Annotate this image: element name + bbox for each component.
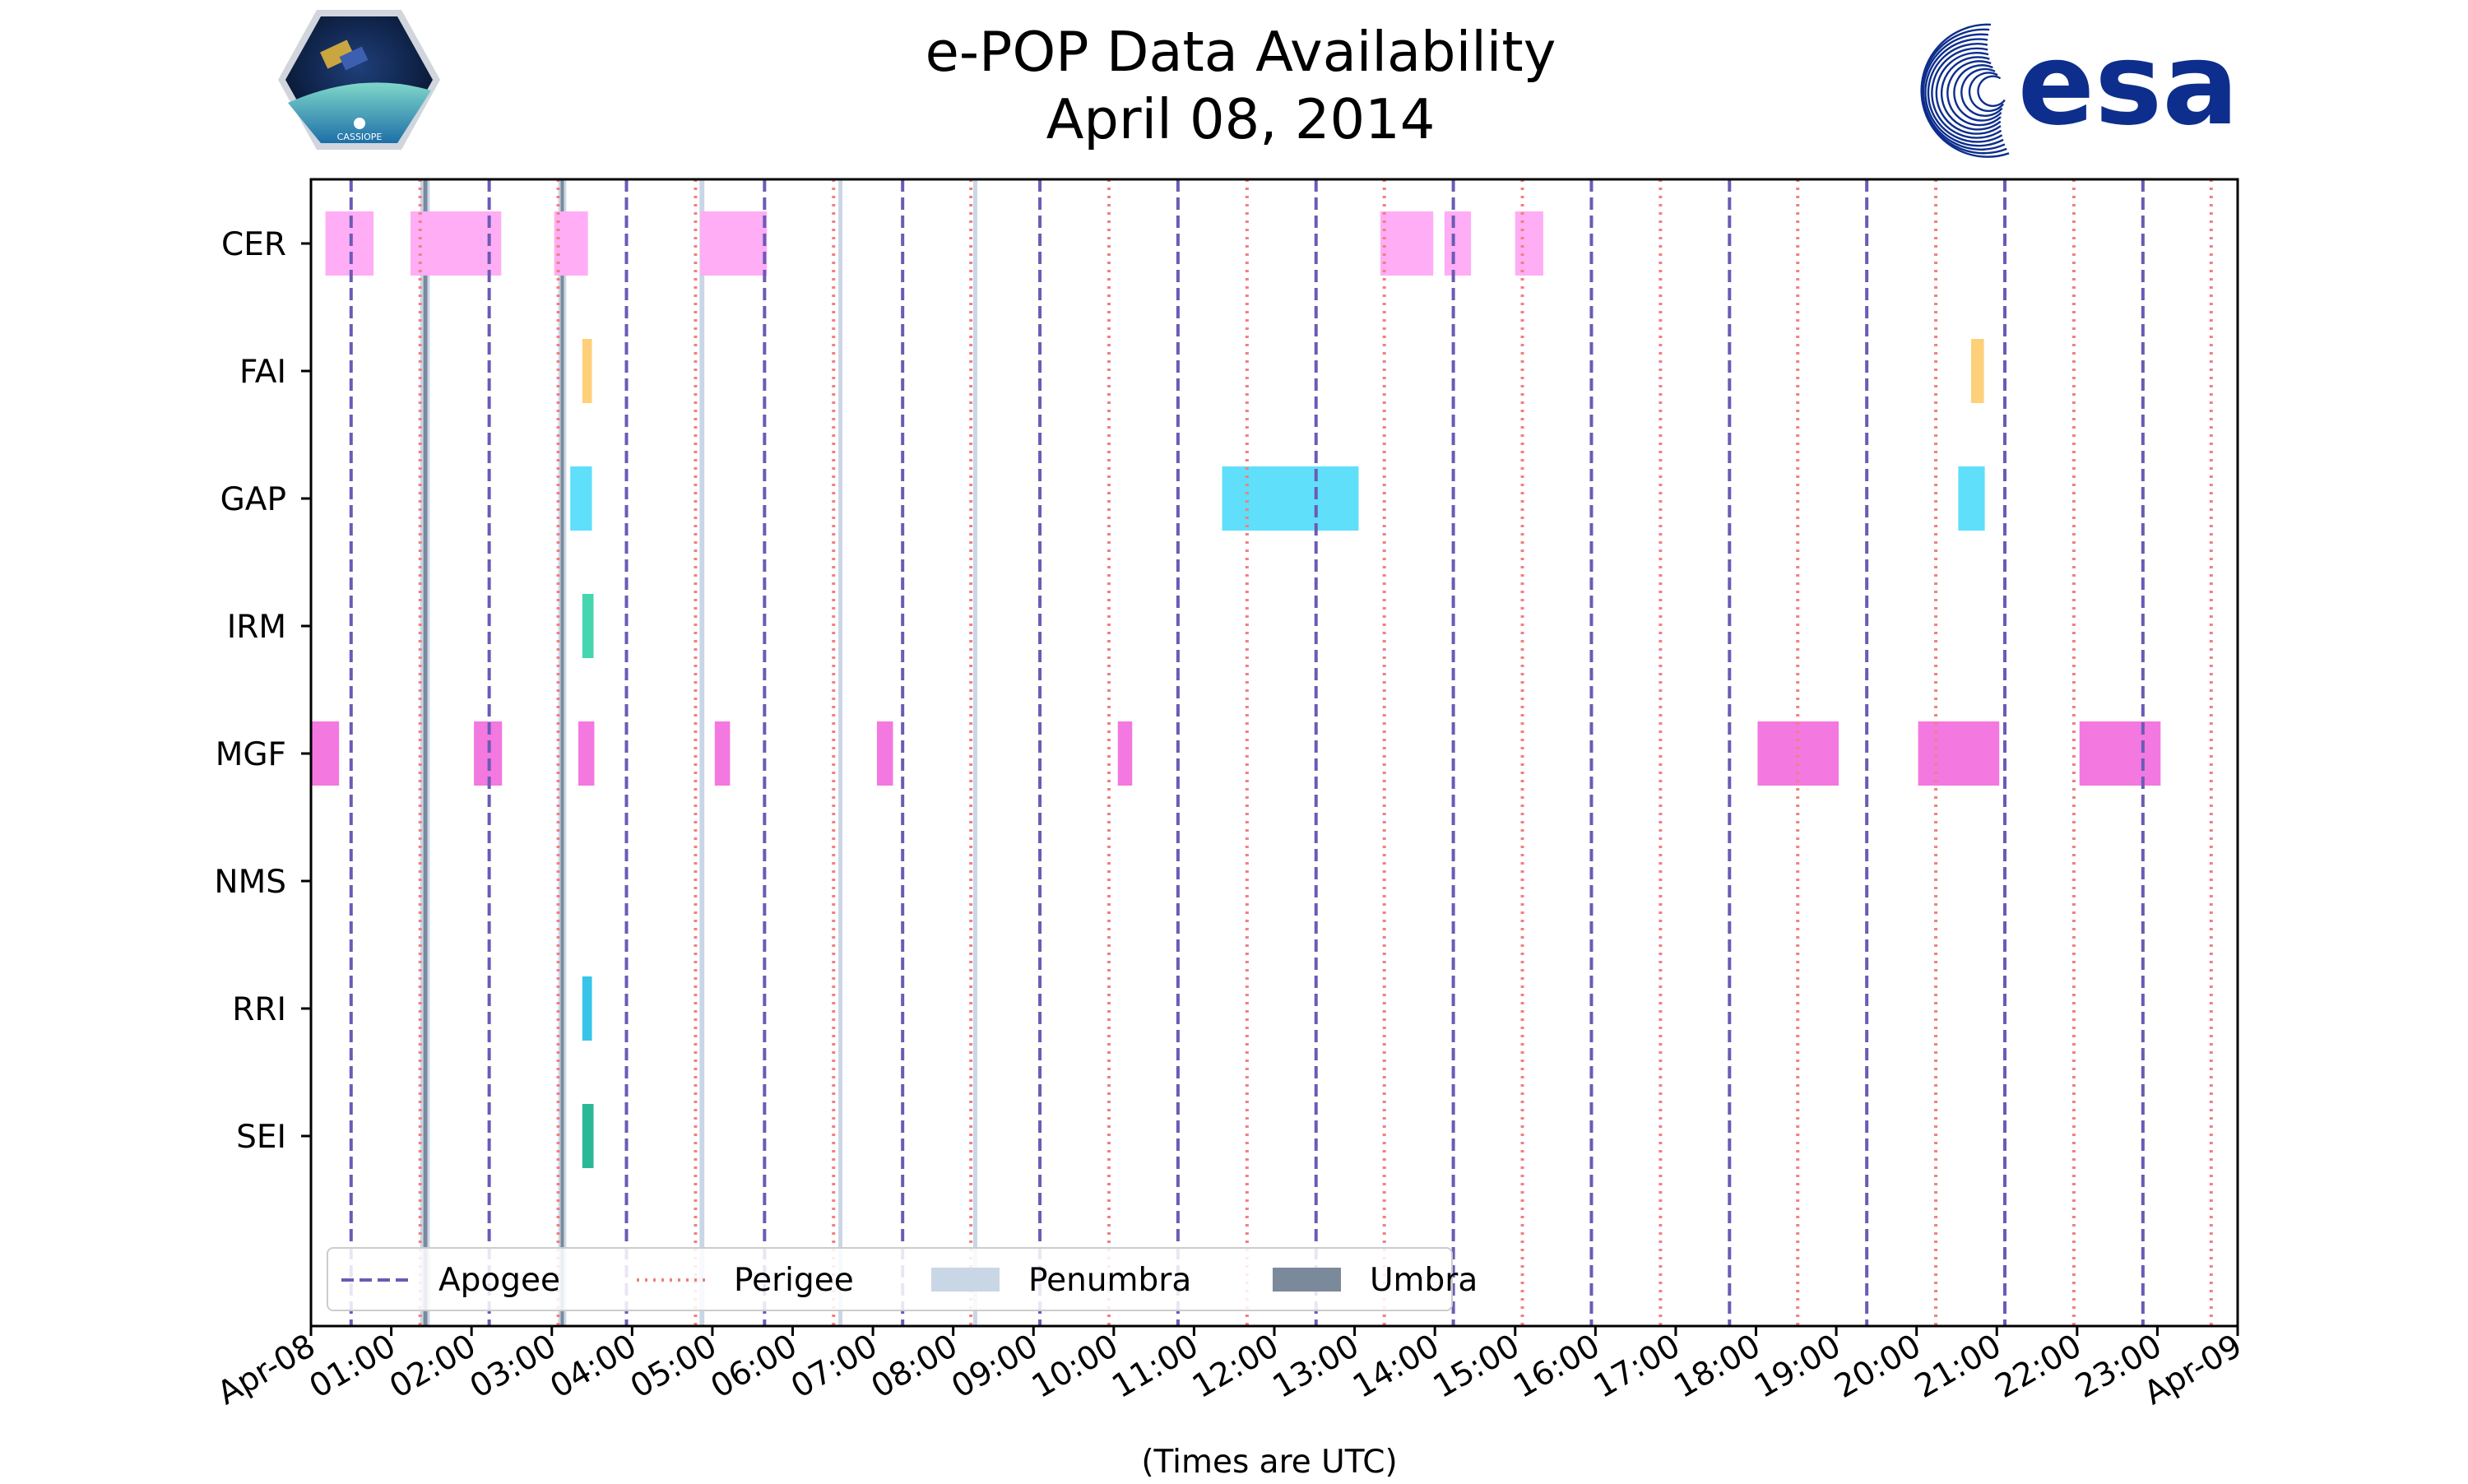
esa-logo: esa — [1920, 18, 2239, 158]
y-tick-label-nms: NMS — [214, 864, 286, 901]
esa-swirl-arc — [1931, 47, 2002, 139]
x-tick-label: 08:00 — [865, 1328, 964, 1406]
x-tick-label: 04:00 — [544, 1328, 643, 1406]
esa-swirl-arc — [1968, 72, 2005, 113]
x-tick-label: 03:00 — [464, 1328, 563, 1406]
esa-swirl-arc — [1977, 75, 2006, 107]
esa-swirl-arc — [1953, 64, 2002, 122]
x-tick-label: 19:00 — [1748, 1328, 1847, 1406]
x-tick-label: Apr-08 — [211, 1328, 322, 1412]
penumbra-band — [838, 179, 843, 1326]
data-bar-mgf — [876, 721, 893, 786]
data-bar-mgf — [578, 721, 595, 786]
x-tick-label: 16:00 — [1507, 1328, 1606, 1406]
x-tick-label: 06:00 — [705, 1328, 804, 1406]
x-tick-label: 22:00 — [1989, 1328, 2088, 1406]
y-tick-label-fai: FAI — [239, 354, 286, 391]
chart-subtitle: April 08, 2014 — [1046, 87, 1436, 151]
x-axis-label: (Times are UTC) — [1141, 1444, 1397, 1481]
data-bar-irm — [582, 594, 594, 658]
esa-swirl-arc — [1935, 52, 2002, 135]
data-bar-mgf — [311, 721, 340, 786]
esa-swirl-arc — [1922, 33, 2006, 151]
x-tick-label: 12:00 — [1186, 1328, 1285, 1406]
data-bar-fai — [1971, 339, 1984, 403]
legend-perigee-label: Perigee — [734, 1262, 854, 1299]
x-tick-label: 18:00 — [1668, 1328, 1767, 1406]
x-tick-label: 10:00 — [1026, 1328, 1125, 1406]
umbra-band — [423, 179, 428, 1326]
penumbra-band — [699, 179, 705, 1326]
esa-swirl-arc — [1927, 43, 2003, 143]
penumbra-band — [973, 179, 977, 1326]
data-bar-fai — [582, 339, 592, 403]
legend-umbra-label: Umbra — [1370, 1262, 1478, 1299]
x-tick-label: 15:00 — [1427, 1328, 1526, 1406]
data-bar-cer — [1444, 211, 1472, 276]
chart-title: e-POP Data Availability — [926, 20, 1556, 84]
legend-apogee-label: Apogee — [438, 1262, 560, 1299]
esa-swirl-arc — [1946, 60, 2002, 127]
y-tick-label-mgf: MGF — [216, 736, 286, 773]
data-bar-mgf — [1117, 721, 1133, 786]
y-tick-label-irm: IRM — [227, 609, 286, 646]
legend-penumbra-swatch — [931, 1268, 1000, 1292]
esa-swirl-arc — [1920, 23, 2010, 158]
legend-penumbra-label: Penumbra — [1028, 1262, 1191, 1299]
data-bar-mgf — [714, 721, 731, 786]
legend: Apogee Perigee Penumbra Umbra — [327, 1247, 1478, 1311]
y-tick-label-cer: CER — [221, 226, 286, 263]
legend-box — [327, 1247, 1453, 1311]
x-tick-label: 14:00 — [1347, 1328, 1445, 1406]
x-tick-label: 02:00 — [383, 1328, 482, 1406]
x-tick-label: 09:00 — [945, 1328, 1044, 1406]
x-tick-label: 05:00 — [624, 1328, 723, 1406]
x-tick-label: 21:00 — [1909, 1328, 2007, 1406]
data-bar-mgf — [2079, 721, 2161, 786]
data-bar-gap — [570, 466, 592, 531]
y-tick-label-sei: SEI — [236, 1119, 286, 1156]
data-bar-gap — [1222, 466, 1359, 531]
legend-umbra-swatch — [1273, 1268, 1341, 1292]
data-bar-mgf — [1918, 721, 2000, 786]
x-tick-label: 20:00 — [1829, 1328, 1928, 1406]
y-tick-label-gap: GAP — [220, 481, 286, 518]
data-bar-cer — [700, 211, 768, 276]
x-tick-label: 13:00 — [1267, 1328, 1366, 1406]
umbra-band — [560, 179, 564, 1326]
esa-swirl-arc — [1924, 38, 2004, 147]
x-tick-label: 07:00 — [785, 1328, 884, 1406]
cassiope-logo-text: CASSIOPE — [337, 132, 383, 142]
data-bar-gap — [1958, 466, 1985, 531]
data-bar-cer — [1380, 211, 1434, 276]
data-bar-sei — [582, 1104, 594, 1168]
esa-swirl-arc — [1941, 56, 2002, 131]
esa-logo-text: esa — [2018, 18, 2239, 151]
x-tick-label: 01:00 — [304, 1328, 402, 1406]
data-bar-rri — [582, 976, 592, 1041]
cassiope-logo: CASSIOPE — [278, 10, 440, 150]
y-tick-label-rri: RRI — [232, 991, 286, 1028]
data-bar-cer — [1515, 211, 1543, 276]
x-tick-label: 11:00 — [1106, 1328, 1205, 1406]
esa-swirl-arc — [1960, 67, 2003, 117]
x-tick-label: 17:00 — [1588, 1328, 1686, 1406]
data-bar-cer — [411, 211, 502, 276]
